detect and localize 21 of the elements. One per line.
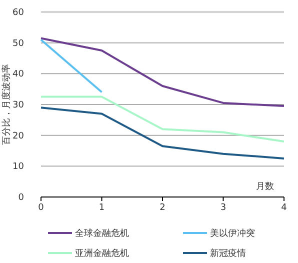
y-tick-label: 10	[12, 162, 24, 172]
legend-label: 美以伊冲突	[210, 228, 255, 239]
y-tick-label: 20	[12, 131, 24, 142]
y-tick-label: 60	[12, 8, 24, 18]
x-tick-label: 1	[98, 203, 105, 213]
line-series	[40, 96, 285, 142]
x-tick-label: 4	[281, 203, 288, 213]
y-tick-label: 0	[18, 193, 24, 203]
x-axis-title: 月数	[256, 181, 274, 192]
x-tick-label: 2	[160, 203, 166, 213]
y-axis-title: 百分比，月度波动率	[1, 64, 12, 145]
x-tick-label: 3	[220, 203, 226, 213]
legend-label: 亚洲金融危机	[75, 248, 129, 259]
y-tick-label: 30	[12, 100, 24, 110]
line-series	[40, 106, 285, 160]
y-tick-label: 50	[12, 38, 24, 49]
legend-label: 全球金融危机	[75, 228, 129, 239]
y-tick-label: 40	[12, 70, 24, 80]
legend-label: 新冠疫情	[210, 248, 246, 259]
line-series	[40, 37, 285, 108]
x-tick-label: 0	[38, 203, 44, 213]
